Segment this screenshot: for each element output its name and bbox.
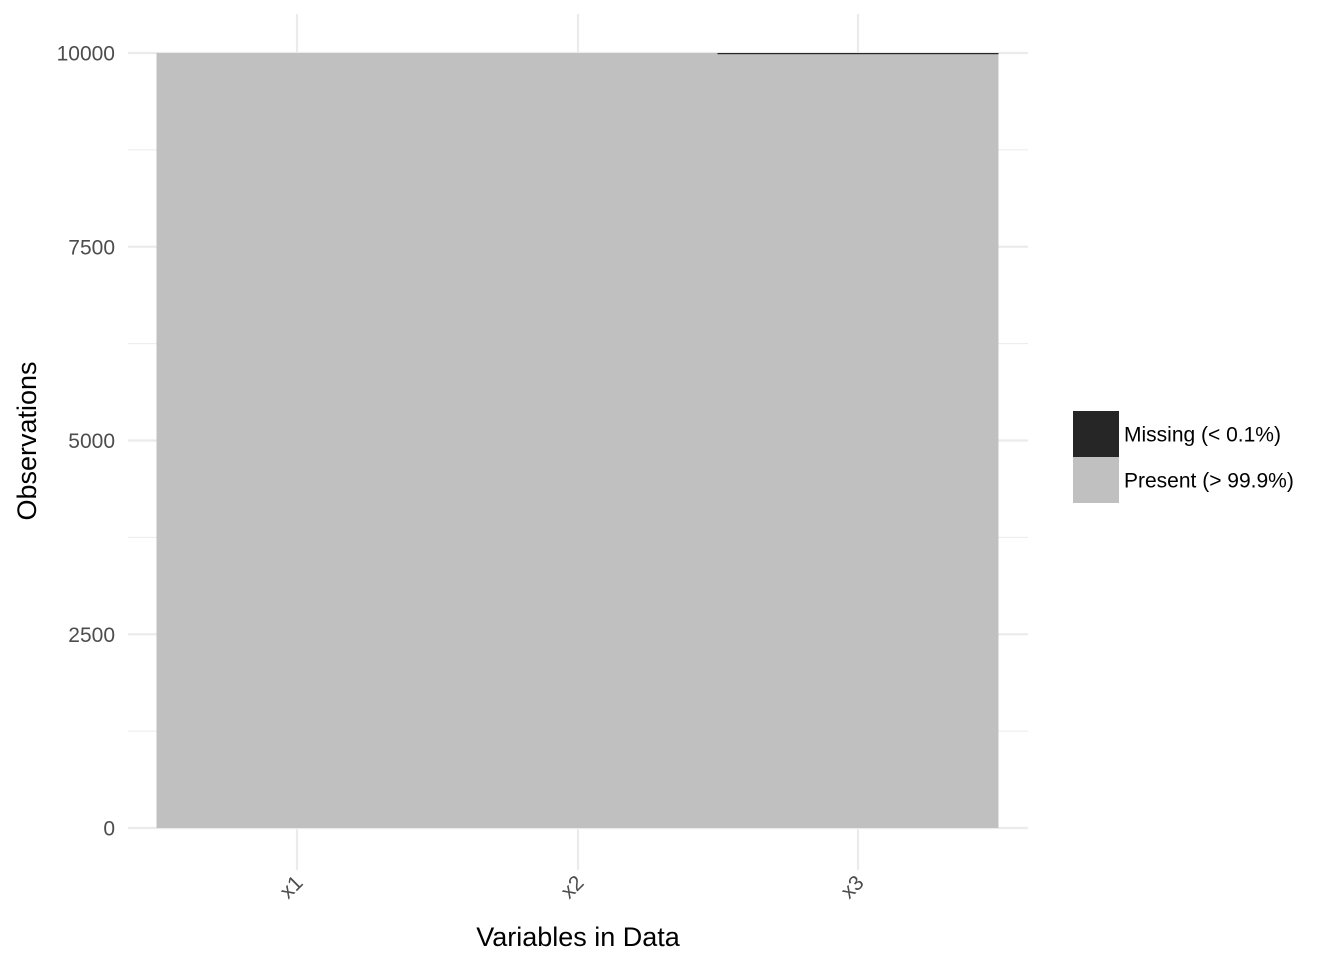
bar-missing-x3 (717, 53, 999, 55)
bar-present-x1 (156, 53, 438, 828)
y-tick-label: 5000 (68, 430, 115, 453)
y-axis-tick-labels: 0 2500 5000 7500 10000 (57, 43, 115, 841)
bar-present-x2 (437, 53, 719, 828)
legend: Missing (< 0.1%) Present (> 99.9%) (1073, 411, 1294, 503)
legend-key-missing (1073, 411, 1119, 457)
x-axis-tick-labels: x1 x2 x3 (276, 871, 869, 903)
bars (156, 53, 999, 828)
y-tick-label: 10000 (57, 43, 115, 66)
legend-key-present (1073, 457, 1119, 503)
legend-label-present: Present (> 99.9%) (1124, 470, 1294, 493)
y-tick-label: 2500 (68, 624, 115, 647)
y-axis-title: Observations (12, 361, 42, 520)
y-tick-label: 0 (103, 818, 115, 841)
x-tick-label-x2: x2 (557, 871, 589, 903)
x-axis-title: Variables in Data (476, 922, 681, 952)
y-tick-label: 7500 (68, 236, 115, 259)
bar-present-x3 (717, 53, 999, 828)
x-tick-label-x3: x3 (837, 871, 869, 903)
x-tick-label-x1: x1 (276, 871, 308, 903)
legend-label-missing: Missing (< 0.1%) (1124, 424, 1281, 447)
